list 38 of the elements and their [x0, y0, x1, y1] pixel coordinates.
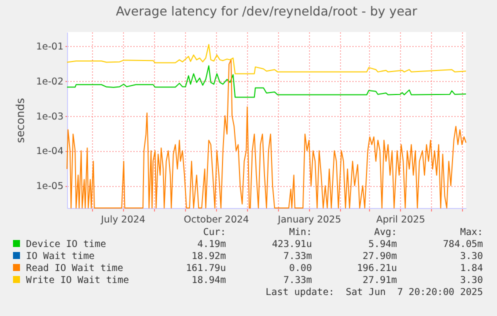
chart-title: Average latency for /dev/reynelda/root - by year	[116, 4, 418, 18]
y-tick-label: 1e-01	[36, 41, 64, 52]
text: 4.19m	[196, 238, 226, 250]
text: 0.00	[288, 262, 312, 274]
text: 1.84	[459, 262, 483, 274]
x-tick-label: January 2025	[276, 214, 342, 226]
text: 7.33m	[282, 250, 312, 262]
x-tick-label: July 2024	[100, 214, 146, 226]
text: Avg:	[373, 226, 397, 238]
legend-label: IO Wait time	[25, 250, 96, 262]
text: 5.94m	[367, 238, 397, 250]
legend-label: Device IO time	[25, 238, 108, 250]
text: 18.92m	[190, 250, 226, 262]
y-axis-title: seconds	[14, 98, 28, 143]
y-tick-label: 1e-02	[36, 76, 64, 88]
text: 3.30	[459, 274, 483, 286]
text: 784.05m	[442, 238, 483, 250]
line-series	[66, 44, 466, 74]
text: 27.90m	[362, 250, 397, 262]
text: Max:	[459, 226, 483, 238]
line-series	[66, 65, 466, 98]
legend-label: Read IO Wait time	[25, 262, 124, 274]
text: Last update: Sat Jun 7 20:20:00 2025	[264, 286, 483, 298]
legend-label: Write IO Wait time	[25, 274, 130, 286]
y-tick-label: 1e-03	[36, 111, 64, 122]
y-tick-label: 1e-04	[36, 146, 64, 158]
x-tick-label: October 2024	[184, 214, 249, 226]
text: 18.94m	[190, 274, 226, 286]
x-tick-label: April 2025	[376, 214, 426, 226]
text: Min:	[288, 226, 312, 238]
text: 3.30	[459, 250, 483, 262]
text: 27.91m	[362, 274, 397, 286]
y-tick-label: 1e-05	[36, 181, 64, 192]
text: 196.21u	[356, 262, 397, 274]
text: 423.91u	[270, 238, 312, 250]
text: 161.79u	[184, 262, 226, 274]
text: Cur:	[202, 226, 226, 238]
text: 7.33m	[282, 274, 312, 286]
